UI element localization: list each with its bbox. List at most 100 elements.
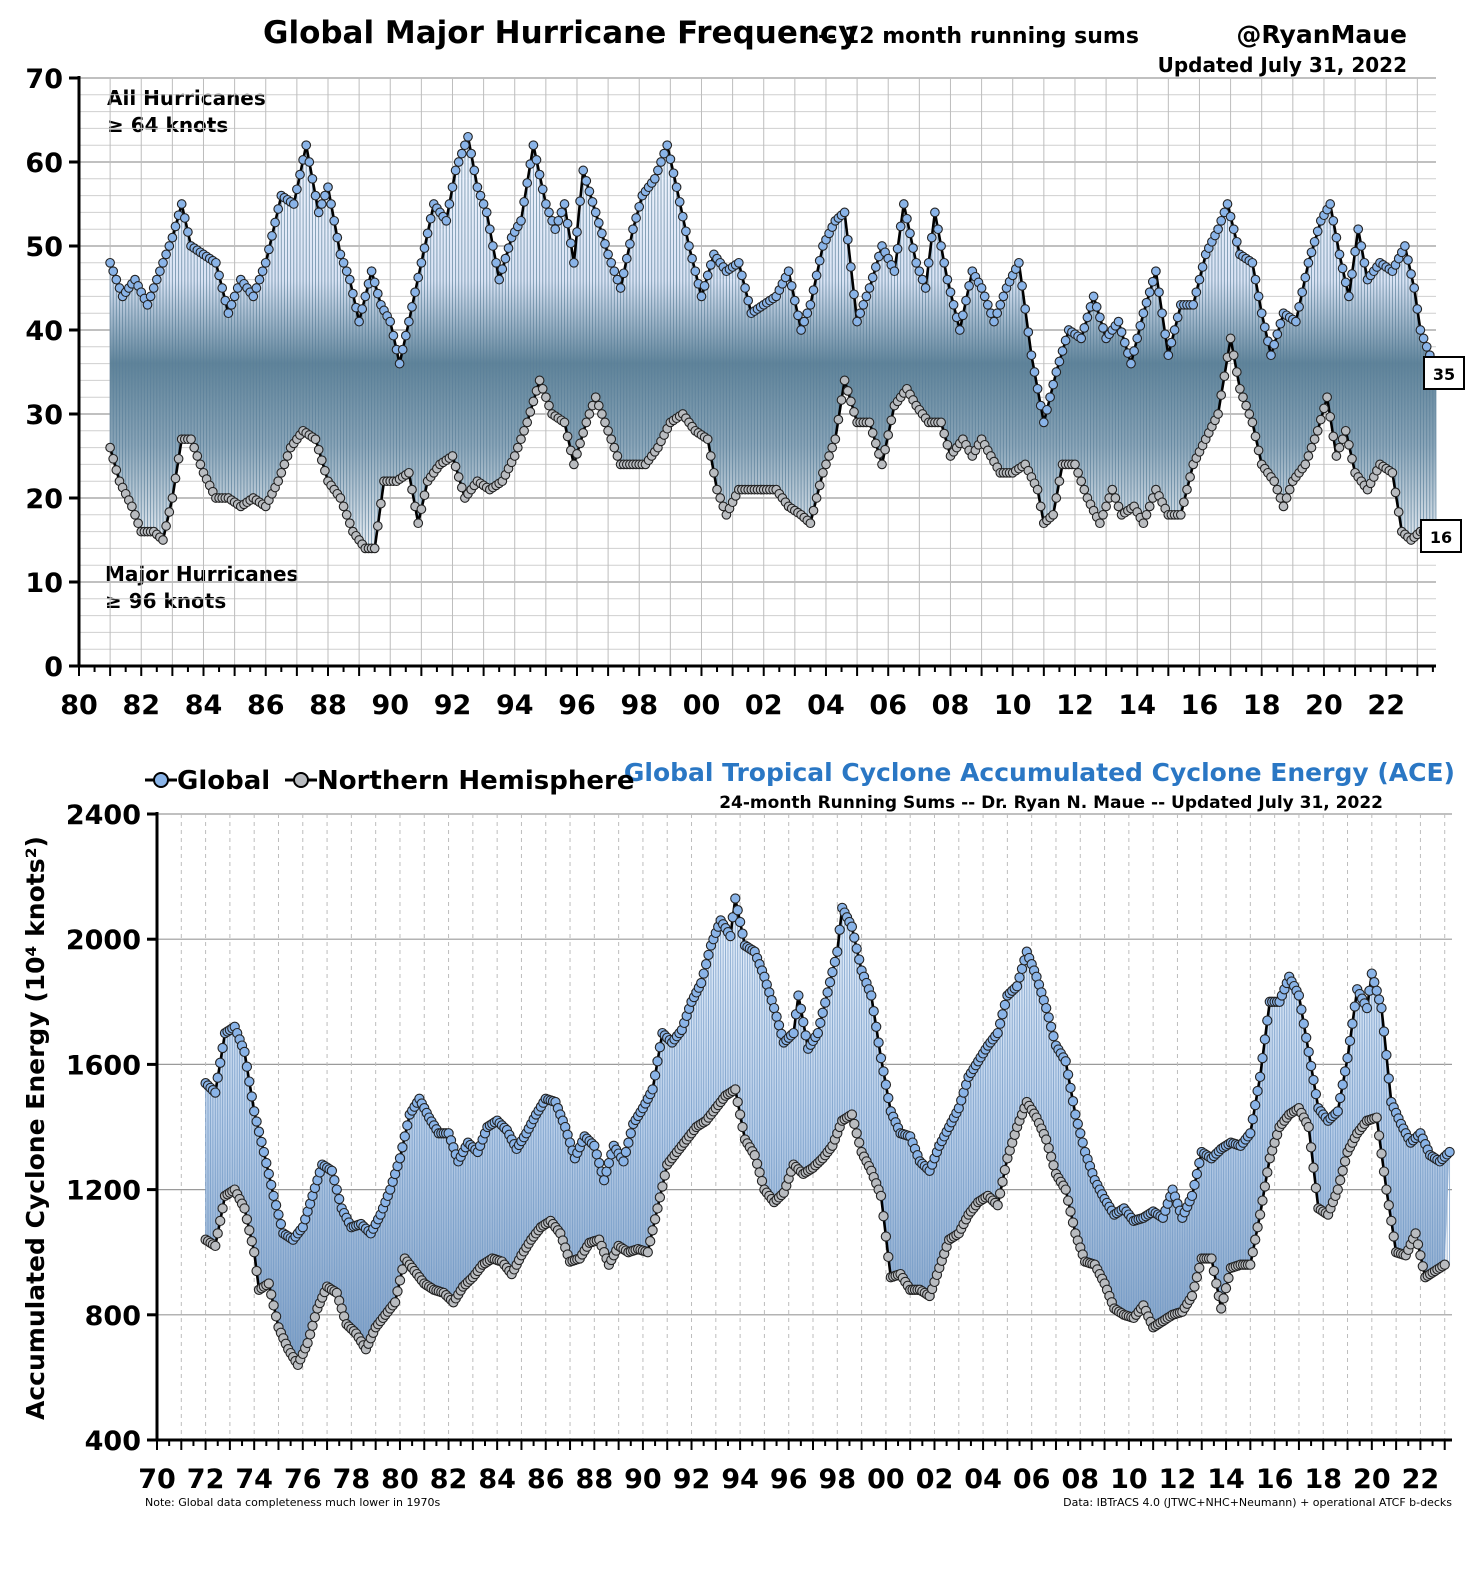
ace-series-lower-point	[649, 1214, 661, 1225]
ace-series-upper-point	[730, 893, 741, 904]
hurricane-series-upper-point	[1309, 236, 1320, 247]
hurricane-series-upper-point	[1259, 322, 1270, 333]
ace-series-lower-point	[266, 1289, 277, 1300]
ace-series-lower-point	[1335, 1175, 1346, 1186]
ace-series-lower-point	[1310, 1182, 1322, 1194]
ace-x-tick-label: 94	[721, 1464, 759, 1495]
hurricane-series-upper-point	[335, 249, 346, 260]
ace-series-lower-point	[642, 1247, 653, 1258]
ace-y-tick-label: 800	[85, 1301, 141, 1332]
ace-series-upper-point	[1371, 985, 1382, 996]
hurricane-series-lower-point	[1309, 434, 1320, 445]
hurricane-series-upper-point	[786, 281, 797, 291]
ace-y-tick-label: 2000	[66, 925, 141, 956]
hurricane-series-lower-point	[1098, 509, 1108, 520]
ace-series-upper-point	[1065, 1082, 1076, 1094]
ace-series-lower-point	[732, 1096, 743, 1108]
hurricane-series-lower-point	[164, 507, 175, 517]
hurricane-series-upper-point	[1151, 266, 1161, 277]
hurricane-series-upper-point	[450, 165, 461, 176]
ace-series-lower-point	[302, 1337, 313, 1349]
hurricane-series-lower-point	[1185, 472, 1195, 482]
end-label-all: 35	[1433, 365, 1455, 384]
hurricane-series-upper-point	[982, 299, 993, 310]
hurricane-series-upper-point	[1116, 327, 1127, 337]
hurricane-series-upper-point	[1334, 249, 1345, 260]
hurricane-series-upper-point	[500, 253, 511, 264]
hurricane-series-lower-point	[1269, 476, 1280, 487]
ace-series-lower-point	[992, 1200, 1003, 1211]
hurricane-series-upper-point	[852, 316, 862, 327]
ace-series-lower-point	[1388, 1231, 1399, 1242]
hurricane-series-upper-point	[478, 199, 489, 209]
ace-series-upper-point	[827, 966, 838, 978]
hurricane-series-upper-point	[1163, 350, 1174, 361]
ace-series-upper-point	[1014, 972, 1025, 983]
hurricane-series-lower-point	[273, 476, 284, 487]
ace-series-upper-point	[625, 1128, 636, 1139]
hurricane-series-upper-point	[1126, 358, 1136, 369]
hurricane-x-tick-label: 98	[620, 690, 658, 721]
hurricane-series-upper-point	[301, 140, 312, 151]
hurricane-series-lower-point	[1340, 425, 1351, 436]
hurricane-series-upper-point	[1132, 333, 1143, 344]
hurricane-series-upper-point	[783, 266, 794, 277]
hurricane-series-upper-point	[805, 299, 816, 310]
hurricane-series-upper-point	[1253, 291, 1264, 302]
hurricane-series-lower-point	[581, 417, 592, 428]
ace-x-tick-label: 20	[1353, 1464, 1391, 1495]
ace-y-tick-label: 400	[85, 1426, 141, 1457]
hurricane-series-upper-point	[733, 257, 744, 268]
hurricane-series-upper-point	[494, 274, 505, 285]
end-label-all-box: 35	[1423, 356, 1465, 390]
hurricane-series-upper-point	[463, 131, 473, 142]
hurricane-series-upper-point	[653, 165, 663, 176]
hurricane-series-lower-point	[1144, 501, 1155, 512]
ace-series-upper-point	[241, 1061, 253, 1072]
hurricane-series-upper-point	[1017, 281, 1027, 291]
ace-series-lower-point	[1223, 1272, 1234, 1284]
ace-series-upper-point	[1041, 1002, 1052, 1014]
hurricane-series-upper-point	[861, 291, 872, 302]
hurricane-series-upper-point	[1256, 308, 1267, 319]
ace-series-upper-point	[696, 977, 707, 989]
ace-series-lower-point	[756, 1175, 768, 1187]
hurricane-series-upper-point	[484, 224, 495, 235]
hurricane-series-upper-point	[248, 291, 259, 302]
hurricane-series-upper-point	[923, 257, 934, 268]
hurricane-series-lower-point	[1322, 392, 1332, 403]
ace-series-lower-point	[1211, 1278, 1222, 1289]
hurricane-series-upper-point	[273, 204, 284, 214]
ace-series-lower-point	[1417, 1261, 1428, 1272]
hurricane-series-upper-point	[105, 257, 115, 268]
ace-series-lower-point	[734, 1109, 746, 1120]
ace-x-tick-label: 88	[576, 1464, 614, 1495]
hurricane-series-upper-point	[167, 232, 178, 243]
hurricane-x-tick-label: 84	[185, 690, 223, 721]
hurricane-series-lower-point	[161, 521, 171, 531]
hurricane-series-lower-point	[1141, 509, 1152, 520]
hurricane-series-upper-point	[615, 283, 626, 293]
end-label-major: 16	[1430, 528, 1452, 547]
hurricane-series-upper-point	[811, 270, 822, 281]
hurricane-x-tick-label: 22	[1367, 690, 1405, 721]
ace-series-upper-point	[800, 1030, 811, 1041]
hurricane-series-upper-point	[1344, 291, 1354, 302]
hurricane-series-upper-point	[211, 257, 221, 268]
ace-series-upper-point	[266, 1179, 277, 1191]
ace-series-lower-point	[389, 1297, 401, 1308]
hurricane-series-upper-point	[649, 173, 660, 184]
hurricane-series-upper-point	[964, 281, 974, 291]
hurricane-series-upper-point	[979, 291, 990, 302]
ace-x-tick-label: 90	[624, 1464, 662, 1495]
hurricane-series-upper-point	[292, 184, 302, 195]
ace-x-tick-label: 92	[673, 1464, 711, 1495]
hurricane-series-lower-point	[1281, 493, 1292, 503]
hurricane-series-lower-point	[883, 430, 894, 440]
hurricane-series-lower-point	[880, 444, 890, 455]
hurricane-series-lower-point	[195, 459, 206, 470]
ace-series-upper-point	[649, 1070, 661, 1081]
hurricane-series-upper-point	[671, 182, 682, 193]
ace-series-lower-point	[1194, 1262, 1205, 1274]
ace-series-lower-point	[270, 1311, 282, 1322]
